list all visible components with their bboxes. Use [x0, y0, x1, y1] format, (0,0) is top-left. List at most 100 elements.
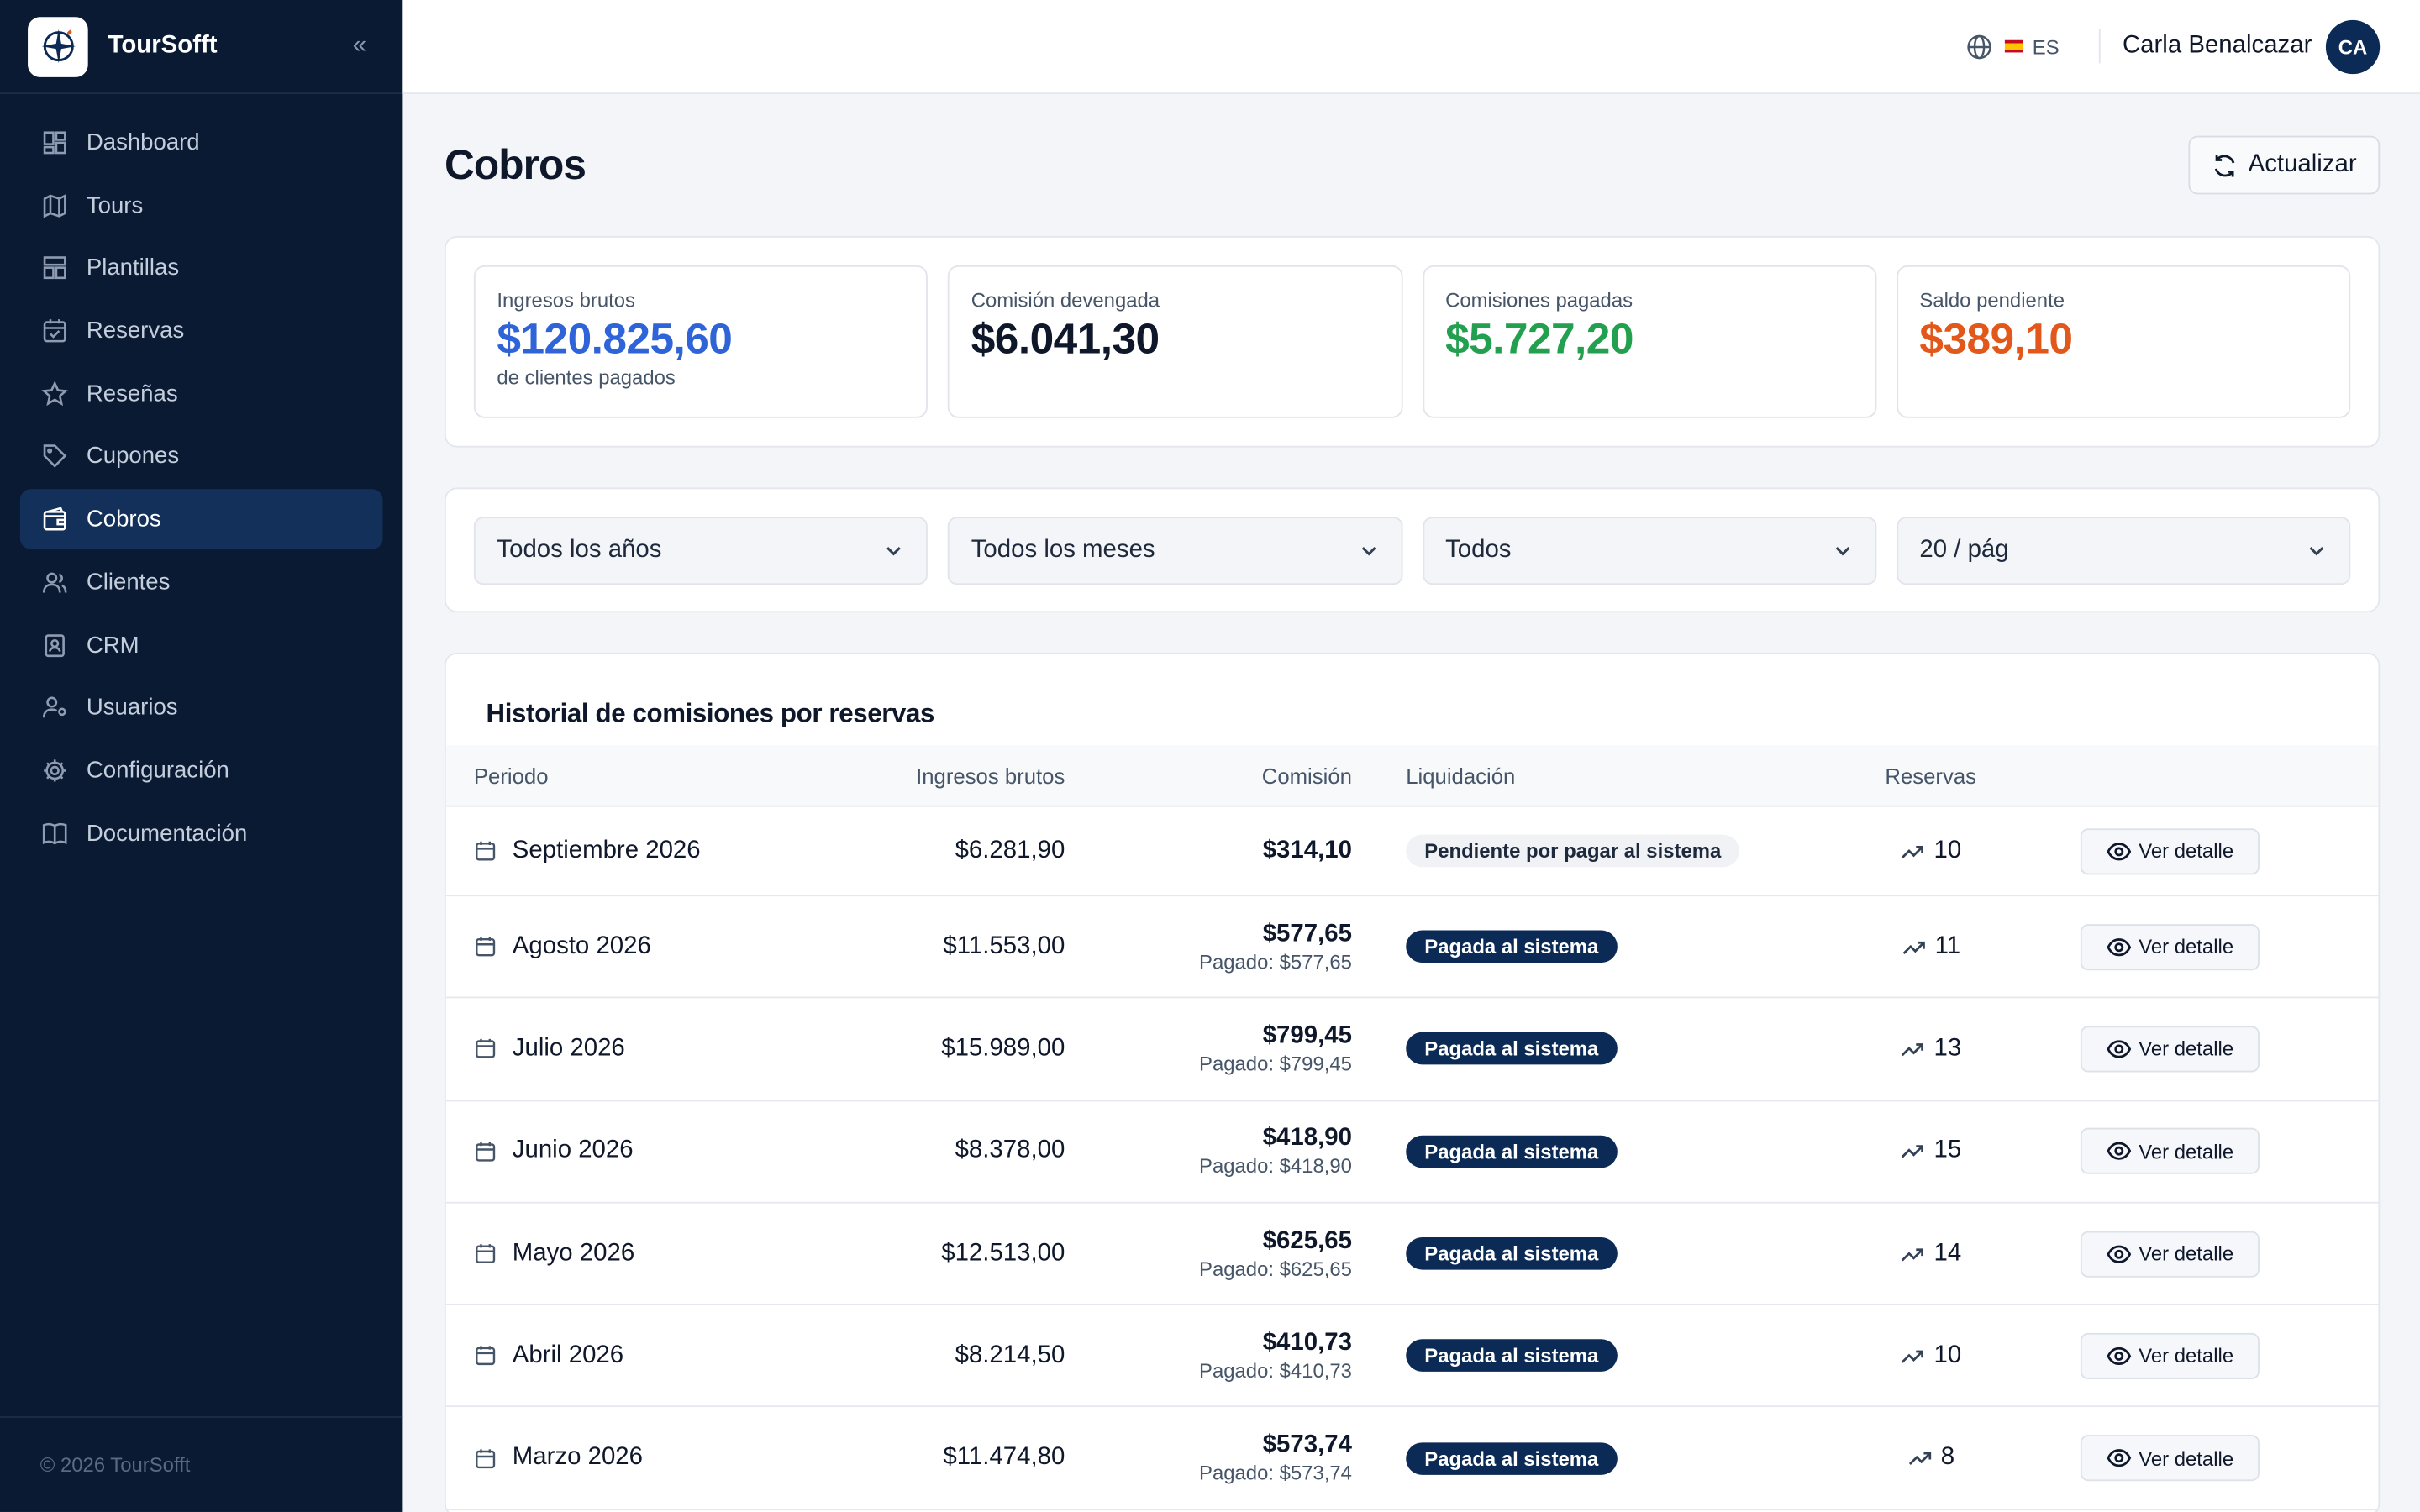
- col-settlement[interactable]: Liquidación: [1406, 763, 1516, 788]
- table-row: Mayo 2026 $12.513,00 $625,65 Pagado: $625,6…: [445, 1203, 2379, 1306]
- period-cell: Mayo 2026: [446, 1240, 848, 1268]
- collapse-sidebar-icon[interactable]: «: [352, 32, 367, 59]
- year-select[interactable]: Todos los años: [473, 517, 929, 585]
- sidebar-item-clientes[interactable]: Clientes: [20, 552, 383, 612]
- bookings-count: 10: [1933, 1341, 1962, 1368]
- view-detail-button[interactable]: Ver detalle: [2080, 1230, 2260, 1277]
- sidebar-nav: Dashboard Tours Plantillas Reservas Rese…: [0, 94, 402, 885]
- status-select[interactable]: Todos: [1422, 517, 1876, 585]
- sidebar-item-crm[interactable]: CRM: [20, 615, 383, 675]
- eye-icon: [2106, 1242, 2131, 1266]
- language-switcher[interactable]: ES: [1966, 33, 2060, 59]
- commission-cell: $577,65 Pagado: $577,65: [1065, 921, 1352, 973]
- avatar-initials: CA: [2338, 34, 2368, 58]
- settlement-cell: Pagada al sistema: [1352, 1032, 1815, 1066]
- calendar-icon: [474, 1037, 497, 1061]
- logo[interactable]: [28, 16, 88, 76]
- select-value: Todos los meses: [971, 537, 1155, 564]
- period-label: Abril 2026: [512, 1341, 624, 1368]
- chevron-down-icon: [1360, 546, 1376, 556]
- eye-icon: [2106, 1343, 2131, 1368]
- col-period[interactable]: Periodo: [473, 763, 549, 788]
- month-select[interactable]: Todos los meses: [948, 517, 1402, 585]
- eye-icon: [2106, 838, 2131, 863]
- sidebar-item-label: Configuración: [86, 757, 229, 784]
- sidebar-item-usuarios[interactable]: Usuarios: [20, 678, 383, 738]
- refresh-button[interactable]: Actualizar: [2187, 135, 2381, 195]
- view-detail-button[interactable]: Ver detalle: [2080, 1128, 2260, 1175]
- table-body: Septiembre 2026 $6.281,90 $314,10 Pendiente…: [445, 807, 2379, 1510]
- view-detail-button[interactable]: Ver detalle: [2080, 1026, 2260, 1073]
- map-icon: [39, 190, 70, 221]
- contact-book-icon: [39, 629, 70, 660]
- period-label: Mayo 2026: [512, 1239, 635, 1267]
- page-size-select[interactable]: 20 / pág: [1896, 517, 2351, 585]
- sidebar-item-plantillas[interactable]: Plantillas: [20, 239, 383, 299]
- select-value: 20 / pág: [1919, 537, 2009, 564]
- settlement-cell: Pagada al sistema: [1352, 1237, 1815, 1270]
- calendar-icon: [474, 1344, 497, 1368]
- bookings-cell: 15: [1815, 1137, 2047, 1165]
- period-cell: Marzo 2026: [446, 1444, 848, 1472]
- sidebar-item-reservas[interactable]: Reservas: [20, 301, 383, 361]
- col-gross[interactable]: Ingresos brutos: [916, 763, 1065, 788]
- sidebar-item-dashboard[interactable]: Dashboard: [20, 113, 383, 173]
- chevron-down-icon: [1835, 546, 1849, 556]
- gross-cell: $8.214,50: [955, 1341, 1065, 1368]
- gross-cell: $6.281,90: [955, 837, 1065, 864]
- sidebar-item-documentacion[interactable]: Documentación: [20, 803, 383, 864]
- sidebar-item-label: Tours: [86, 192, 144, 219]
- gross-cell: $15.989,00: [941, 1035, 1065, 1062]
- commission-value: $799,45: [1262, 1022, 1352, 1049]
- eye-icon: [2106, 1446, 2131, 1470]
- period-label: Julio 2026: [512, 1035, 625, 1062]
- wallet-icon: [39, 504, 70, 535]
- view-detail-button[interactable]: Ver detalle: [2080, 1332, 2260, 1379]
- col-commission[interactable]: Comisión: [1261, 763, 1352, 788]
- user-key-icon: [39, 692, 70, 723]
- bookings-count: 13: [1933, 1035, 1962, 1062]
- sidebar-item-label: Reseñas: [86, 381, 178, 407]
- bookings-count: 11: [1934, 932, 1961, 959]
- sidebar-item-configuracion[interactable]: Configuración: [20, 740, 383, 801]
- commission-cell: $418,90 Pagado: $418,90: [1065, 1125, 1352, 1177]
- commission-cell: $314,10: [1065, 837, 1352, 864]
- sidebar-footer: © 2026 TourSofft: [0, 1416, 403, 1512]
- period-label: Septiembre 2026: [512, 837, 701, 864]
- avatar[interactable]: CA: [2325, 18, 2381, 74]
- period-cell: Agosto 2026: [446, 933, 848, 961]
- settlement-cell: Pagada al sistema: [1352, 1135, 1815, 1168]
- user-name[interactable]: Carla Benalcazar: [2122, 32, 2312, 59]
- users-icon: [39, 567, 70, 598]
- status-badge: Pagada al sistema: [1406, 1032, 1618, 1066]
- view-detail-button[interactable]: Ver detalle: [2080, 1435, 2260, 1482]
- select-value: Todos los años: [497, 537, 662, 564]
- sidebar-item-resenas[interactable]: Reseñas: [20, 364, 383, 424]
- period-cell: Julio 2026: [446, 1035, 848, 1063]
- gross-cell: $11.474,80: [943, 1444, 1065, 1471]
- view-detail-button[interactable]: Ver detalle: [2080, 923, 2260, 970]
- sidebar: TourSofft « Dashboard Tours Plantillas R…: [0, 0, 403, 1512]
- sidebar-item-tours[interactable]: Tours: [20, 176, 383, 236]
- settlement-cell: Pagada al sistema: [1352, 1441, 1815, 1475]
- compass-logo-icon: [40, 29, 76, 64]
- calendar-icon: [474, 1242, 497, 1266]
- sidebar-item-cobros[interactable]: Cobros: [19, 489, 383, 550]
- calendar-icon: [474, 839, 497, 863]
- bookings-count: 15: [1933, 1137, 1962, 1164]
- view-detail-button[interactable]: Ver detalle: [2080, 827, 2260, 874]
- paid-amount: Pagado: $573,74: [1199, 1461, 1352, 1485]
- bookings-cell: 8: [1815, 1444, 2047, 1472]
- sidebar-item-cupones[interactable]: Cupones: [20, 427, 383, 487]
- view-detail-label: Ver detalle: [2139, 839, 2234, 863]
- chevron-down-icon: [2309, 546, 2324, 556]
- commission-value: $573,74: [1262, 1431, 1352, 1458]
- gross-cell: $8.378,00: [955, 1137, 1065, 1164]
- bookings-count: 10: [1933, 837, 1962, 864]
- trend-up-icon: [1907, 1446, 1931, 1470]
- spain-flag-icon: [2004, 39, 2023, 53]
- sidebar-item-label: CRM: [86, 632, 139, 659]
- brand: TourSofft «: [0, 0, 403, 95]
- period-cell: Septiembre 2026: [446, 837, 848, 864]
- col-bookings[interactable]: Reservas: [1885, 763, 1977, 788]
